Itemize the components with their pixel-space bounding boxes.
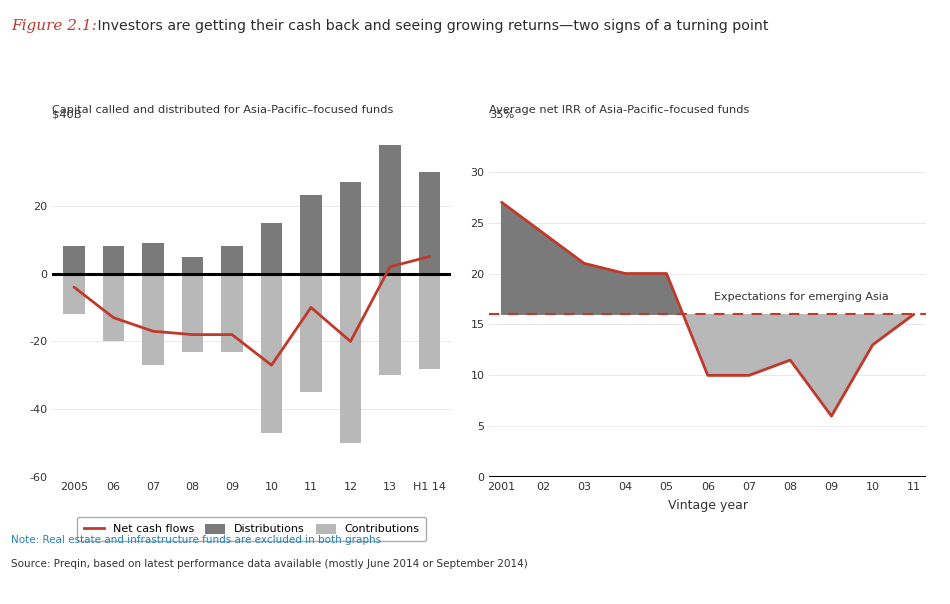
Bar [142,243,163,274]
Bar [142,274,163,365]
Bar [379,144,401,274]
Bar [63,246,85,274]
Bar [221,274,243,352]
Text: LPs were cash positive in 2014 for the first time: LPs were cash positive in 2014 for the f… [83,92,421,105]
X-axis label: Vintage year: Vintage year [668,499,748,512]
Bar [181,274,203,352]
Bar [340,274,361,443]
Bar [260,223,282,274]
Text: Investors are getting their cash back and seeing growing returns—two signs of a : Investors are getting their cash back an… [93,19,769,33]
Bar [181,257,203,274]
Text: Note: Real estate and infrastructure funds are excluded in both graphs: Note: Real estate and infrastructure fun… [11,535,382,545]
Text: Figure 2.1:: Figure 2.1: [11,19,97,33]
Bar [221,246,243,274]
Bar [300,274,322,393]
Bar [103,246,124,274]
Text: $40B: $40B [52,110,82,120]
Bar [340,182,361,274]
Text: Expectations for emerging Asia: Expectations for emerging Asia [714,292,888,302]
Legend: Net cash flows, Distributions, Contributions: Net cash flows, Distributions, Contribut… [77,517,427,541]
Text: Capital called and distributed for Asia-Pacific–focused funds: Capital called and distributed for Asia-… [52,104,393,115]
Bar [260,274,282,433]
Text: Source: Preqin, based on latest performance data available (mostly June 2014 or : Source: Preqin, based on latest performa… [11,559,528,569]
Bar [63,274,85,314]
Bar [300,196,322,274]
Bar [419,172,441,274]
Bar [419,274,441,368]
Text: 35%: 35% [489,110,515,120]
Text: Returns are improving: Returns are improving [629,92,787,105]
Text: Average net IRR of Asia-Pacific–focused funds: Average net IRR of Asia-Pacific–focused … [489,104,750,115]
Bar [103,274,124,341]
Bar [379,274,401,375]
